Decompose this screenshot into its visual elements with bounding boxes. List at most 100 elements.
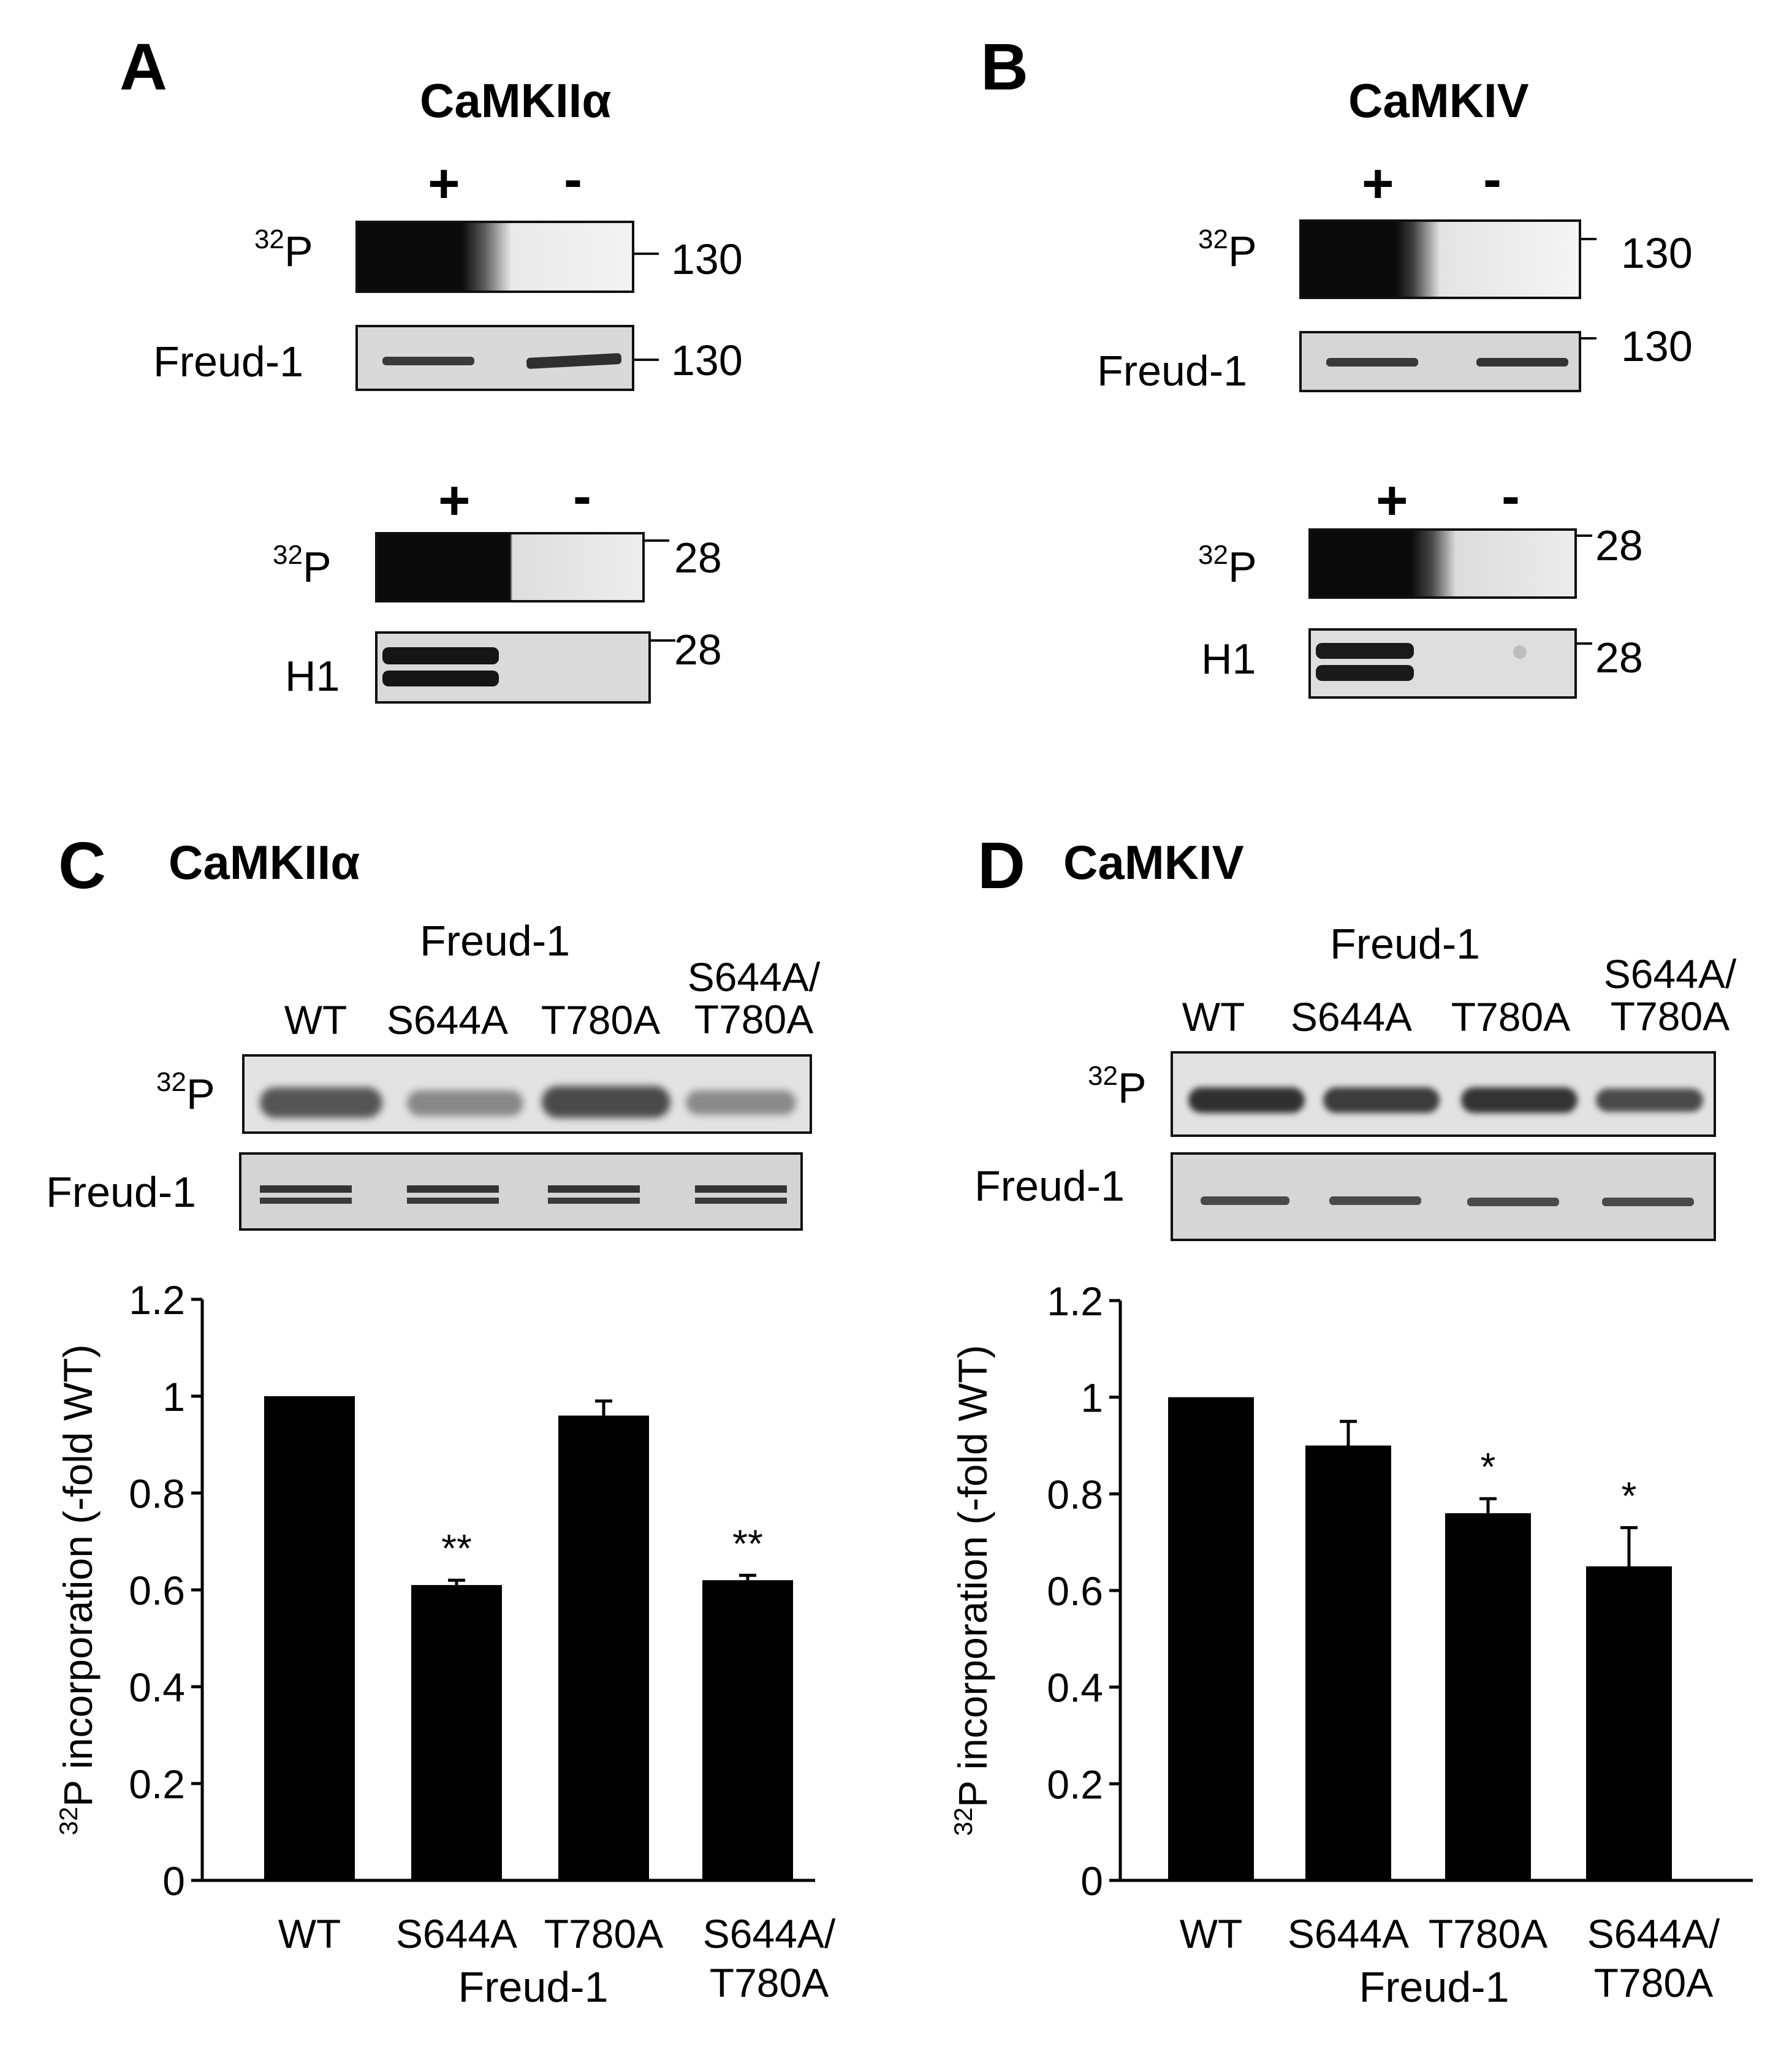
- panel-d-row-label-32p: 32P: [1088, 1061, 1147, 1112]
- chart-c-y-axis-label-sup: 32: [54, 1807, 83, 1836]
- panel-d-lane-label: S644A: [1290, 994, 1413, 1039]
- panel-c-freud1-blot: [239, 1152, 803, 1231]
- chart-d-bar: [1445, 1513, 1531, 1880]
- chart-d-y-tick-label: 0.2: [1047, 1761, 1103, 1807]
- panel-b-row1-mw: 130: [1621, 229, 1693, 277]
- chart-d-y-axis-label-sup: 32: [949, 1807, 978, 1836]
- panel-c-bar-chart: 0 0.2 0.4 0.6 0.8 1 1.2 32P incorporation (-fol…: [54, 1277, 836, 2011]
- panel-d-blot-group-label: Freud-1: [1330, 920, 1481, 968]
- panel-c-row-label-freud1: Freud-1: [46, 1168, 197, 1216]
- chart-d-category-label: S644A/: [1587, 1911, 1720, 1956]
- panel-a-sign-minus: -: [564, 149, 582, 210]
- chart-c-y-tick-label: 0: [162, 1858, 185, 1904]
- chart-c-y-tick-label: 0.6: [129, 1568, 185, 1613]
- chart-c-bar: [702, 1580, 793, 1880]
- panel-b-row3-label: 32P: [1198, 540, 1257, 591]
- panel-b-kinase-title: CaMKIV: [1348, 74, 1529, 127]
- chart-c-y-tick-label: 0.2: [129, 1761, 185, 1807]
- chart-c-category-label: S644A/: [703, 1911, 836, 1956]
- panel-d-freud1-blot: [1171, 1152, 1716, 1241]
- panel-a-row4-label: H1: [285, 652, 340, 700]
- panel-b-mw-tick: [1581, 337, 1596, 340]
- chart-d-category-label: T780A: [1594, 1960, 1713, 2005]
- chart-d-y-tick-label: 0.8: [1047, 1472, 1103, 1517]
- chart-d-y-tick-label: 0: [1080, 1858, 1103, 1904]
- panel-letter-a: A: [120, 29, 167, 104]
- panel-c-lane-label: S644A: [386, 997, 509, 1043]
- panel-d-bar-chart: 0 0.2 0.4 0.6 0.8 1 1.2 32P incorporation (-fol…: [949, 1279, 1753, 2011]
- panel-b-row3-mw: 28: [1595, 522, 1643, 569]
- panel-a-row1-label: 32P: [254, 224, 313, 275]
- panel-letter-b: B: [981, 29, 1028, 104]
- panel-a-mw-tick: [645, 539, 669, 542]
- panel-d-row-label-freud1: Freud-1: [974, 1162, 1125, 1210]
- chart-d-bar: [1168, 1397, 1254, 1880]
- chart-d-category-label: S644A: [1288, 1911, 1409, 1956]
- panel-b-row4-mw: 28: [1595, 634, 1643, 682]
- panel-a-mw-tick: [651, 639, 675, 642]
- panel-c-row-label-32p: 32P: [156, 1067, 215, 1118]
- chart-c-y-tick-label: 1: [162, 1374, 185, 1419]
- panel-b-freud1-blot-130: [1299, 331, 1581, 392]
- panel-a-kinase-title: CaMKIIα: [420, 74, 612, 127]
- chart-c-category-label: T780A: [544, 1911, 663, 1956]
- panel-a-mw-tick: [634, 359, 659, 361]
- panel-b-h1-blot-28: [1308, 628, 1577, 699]
- chart-d-x-axis-label: Freud-1: [1359, 1963, 1509, 2011]
- chart-c-significance-mark: **: [732, 1521, 763, 1565]
- panel-b-sign-minus-h1: -: [1502, 466, 1520, 527]
- panel-c-blot-group-label: Freud-1: [420, 917, 571, 965]
- panel-a-row3-label: 32P: [273, 540, 332, 591]
- panel-a-mw-tick: [634, 253, 659, 255]
- panel-b-mw-tick: [1577, 642, 1592, 645]
- chart-c-category-label: T780A: [710, 1960, 829, 2005]
- chart-d-y-tick-label: 0.4: [1047, 1665, 1103, 1711]
- panel-a-32p-blot-130: [355, 221, 634, 293]
- panel-c-lane-label: T780A: [541, 997, 661, 1043]
- chart-d-y-tick-label: 0.6: [1047, 1568, 1103, 1614]
- chart-c-y-tick-label: 0.8: [129, 1471, 185, 1516]
- panel-a-row3-mw: 28: [674, 534, 722, 582]
- panel-b-mw-tick: [1577, 534, 1592, 537]
- chart-c-y-tick-label: 1.2: [129, 1277, 185, 1323]
- chart-c-category-label: WT: [278, 1911, 341, 1956]
- chart-c-y-axis-label: 32P incorporation (-fold WT): [54, 1344, 101, 1835]
- panel-a-row2-label: Freud-1: [153, 338, 304, 386]
- panel-a-row2-mw: 130: [671, 336, 743, 384]
- panel-c-lane-label: WT: [284, 997, 347, 1043]
- chart-d-bar: [1305, 1445, 1391, 1880]
- panel-b-sign-plus-h1: +: [1376, 470, 1408, 531]
- panel-b-row2-mw: 130: [1621, 322, 1693, 370]
- panel-b-32p-blot-28: [1308, 528, 1577, 599]
- panel-d-lane-label: S644A/ T780A: [1603, 951, 1737, 1039]
- chart-d-y-axis-label: 32P incorporation (-fold WT): [949, 1345, 995, 1836]
- panel-a-sign-minus-h1: -: [573, 466, 591, 527]
- panel-b-row2-label: Freud-1: [1097, 347, 1248, 395]
- panel-a-sign-plus-h1: +: [438, 470, 471, 531]
- panel-b-mw-tick: [1581, 238, 1596, 240]
- chart-d-y-axis-label-text: P incorporation (-fold WT): [950, 1345, 995, 1807]
- chart-c-bar: [411, 1585, 502, 1880]
- panel-b-row1-label: 32P: [1198, 224, 1257, 275]
- panel-b-row4-label: H1: [1201, 635, 1256, 683]
- panel-c-32p-blot: [242, 1054, 812, 1134]
- chart-c-significance-mark: **: [441, 1526, 472, 1570]
- panel-a-sign-plus: +: [428, 153, 460, 215]
- panel-b-32p-blot-130: [1299, 219, 1581, 299]
- chart-c-y-tick-label: 0.4: [129, 1665, 185, 1710]
- chart-c-bar: [558, 1415, 649, 1880]
- panel-b-sign-minus: -: [1483, 149, 1502, 210]
- panel-b-sign-plus: +: [1362, 153, 1394, 215]
- panel-c-lane-label: S644A/ T780A: [687, 954, 821, 1043]
- panel-a-freud1-blot-130: [355, 325, 634, 391]
- chart-c-y-axis-label-text: P incorporation (-fold WT): [55, 1344, 101, 1806]
- chart-d-significance-mark: *: [1481, 1445, 1496, 1489]
- panel-a-row4-mw: 28: [674, 626, 722, 674]
- chart-d-y-tick-label: 1.2: [1047, 1279, 1103, 1324]
- panel-a-h1-blot-28: [375, 631, 651, 704]
- panel-d-kinase-title: CaMKIV: [1063, 835, 1244, 889]
- panel-d-32p-blot: [1171, 1051, 1716, 1137]
- chart-d-category-label: WT: [1180, 1911, 1243, 1956]
- panel-d-lane-label: WT: [1182, 994, 1245, 1039]
- chart-c-bar: [264, 1396, 355, 1880]
